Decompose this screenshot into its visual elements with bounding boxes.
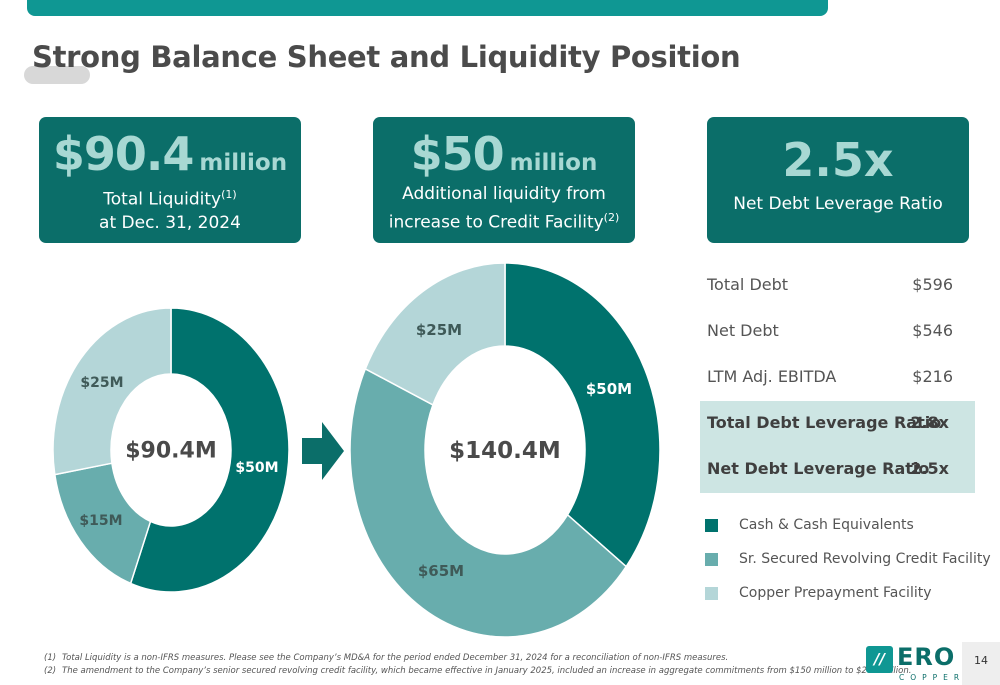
- row-label: Total Debt Leverage Ratio: [707, 413, 942, 432]
- table-row-ltm-ebitda: LTM Adj. EBITDA $216: [700, 355, 975, 401]
- legend-label: Sr. Secured Revolving Credit Facility: [739, 551, 991, 567]
- legend-swatch: [705, 553, 718, 566]
- footnotes: (1) Total Liquidity is a non-IFRS measure…: [44, 652, 911, 678]
- card-caption: Additional liquidity from increase to Cr…: [373, 183, 635, 235]
- title-underline-pill: [24, 66, 90, 84]
- footnote-1: (1) Total Liquidity is a non-IFRS measure…: [44, 653, 729, 663]
- pro-forma-liquidity-donut-chart: $50M $65M $25M $140.4M: [349, 262, 661, 638]
- card-caption: Total Liquidity(1) at Dec. 31, 2024: [39, 183, 301, 235]
- page-number: 14: [974, 654, 988, 667]
- liquidity-donut-chart: $50M $15M $25M $90.4M: [52, 307, 290, 593]
- total-liquidity-card: $90.4 million Total Liquidity(1) at Dec. …: [39, 117, 301, 243]
- row-label: Net Debt: [707, 321, 779, 340]
- footnote-ref-1: (1): [221, 188, 237, 201]
- card-caption-line2: at Dec. 31, 2024: [99, 212, 241, 233]
- slice-label-cash: $50M: [235, 460, 278, 476]
- table-row-net-debt: Net Debt $546: [700, 309, 975, 355]
- card-caption-line1: Additional liquidity from: [402, 184, 606, 204]
- donut-slice-cash: [129, 307, 290, 593]
- top-accent-bar: [27, 0, 828, 16]
- card-headline: $50 million: [373, 127, 635, 181]
- logo-mark-icon: //: [866, 646, 893, 673]
- net-debt-leverage-card: 2.5x Net Debt Leverage Ratio: [707, 117, 969, 243]
- legend-label: Cash & Cash Equivalents: [739, 517, 914, 533]
- row-value: $596: [912, 275, 953, 294]
- footnote-ref-2: (2): [603, 211, 620, 224]
- legend-label: Copper Prepayment Facility: [739, 585, 932, 601]
- row-label: LTM Adj. EBITDA: [707, 367, 837, 386]
- donut-slice-prepay: [364, 262, 506, 406]
- slice-label-prepay: $25M: [416, 321, 462, 339]
- card-value: $90.4: [52, 127, 195, 181]
- donut-slice-revolver: [349, 367, 628, 638]
- card-headline: $90.4 million: [39, 127, 301, 181]
- donut-center-label: $140.4M: [449, 438, 561, 464]
- slice-label-cash: $50M: [586, 380, 632, 398]
- additional-liquidity-card: $50 million Additional liquidity from inc…: [373, 117, 635, 243]
- leverage-table: Total Debt $596 Net Debt $546 LTM Adj. E…: [700, 263, 975, 493]
- page-title: Strong Balance Sheet and Liquidity Posit…: [32, 40, 741, 74]
- legend-swatch: [705, 587, 718, 600]
- card-caption-line1: Total Liquidity: [103, 189, 222, 210]
- donut-center-label: $90.4M: [125, 439, 216, 464]
- card-value: $50: [410, 127, 505, 181]
- donut-slice-prepay: [52, 307, 172, 476]
- card-caption: Net Debt Leverage Ratio: [733, 194, 943, 214]
- card-caption-line2: increase to Credit Facility: [388, 212, 604, 233]
- table-row-net-debt-leverage: Net Debt Leverage Ratio 2.5x: [700, 447, 975, 493]
- slice-label-prepay: $25M: [80, 375, 123, 391]
- slice-label-revolver: $65M: [418, 562, 464, 580]
- row-label: Total Debt: [707, 275, 789, 294]
- footnote-2: (2) The amendment to the Company’s senior…: [44, 666, 912, 676]
- legend-swatch: [705, 519, 718, 532]
- card-value: 2.5x: [782, 133, 894, 187]
- logo-wordmark: ERO: [897, 643, 956, 671]
- row-value: $216: [912, 367, 953, 386]
- arrow-right-icon: [302, 422, 344, 480]
- table-row-total-debt: Total Debt $596: [700, 263, 975, 309]
- card-unit: million: [199, 150, 288, 176]
- row-value: $546: [912, 321, 953, 340]
- row-value: 2.8x: [910, 413, 949, 432]
- slice-label-revolver: $15M: [79, 513, 122, 529]
- donut-slice-cash: [504, 262, 661, 568]
- card-unit: million: [509, 150, 598, 176]
- row-label: Net Debt Leverage Ratio: [707, 459, 930, 478]
- logo-subtext: COPPER: [899, 673, 966, 682]
- table-row-total-debt-leverage: Total Debt Leverage Ratio 2.8x: [700, 401, 975, 447]
- ero-copper-logo: // ERO COPPER: [866, 643, 959, 685]
- page-number-box: 14: [962, 642, 1000, 685]
- row-value: 2.5x: [910, 459, 949, 478]
